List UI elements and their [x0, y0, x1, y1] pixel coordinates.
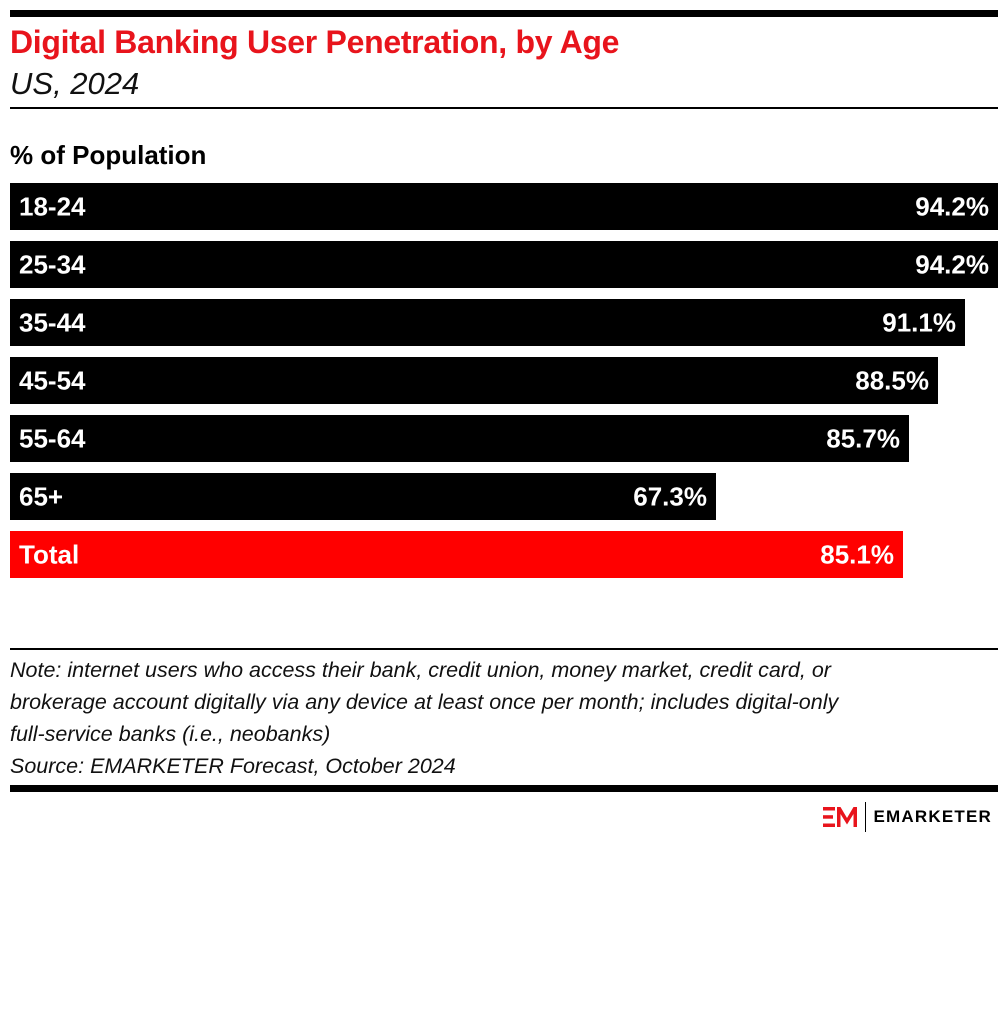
category-label: 35-44 [19, 308, 86, 338]
bottom-rule [10, 785, 998, 792]
note-line: brokerage account digitally via any devi… [10, 690, 839, 714]
value-label: 85.7% [826, 424, 900, 454]
note-line: full-service banks (i.e., neobanks) [10, 722, 331, 746]
bar-total [10, 531, 903, 578]
brand-mark: EMARKETER [822, 802, 992, 832]
brand-name: EMARKETER [873, 807, 992, 826]
value-label: 91.1% [882, 308, 956, 338]
bar-18-24 [10, 183, 998, 230]
bar-25-34 [10, 241, 998, 288]
bar-55-64 [10, 415, 909, 462]
bar-45-54 [10, 357, 938, 404]
brand-divider [864, 802, 866, 832]
category-label: 55-64 [19, 424, 86, 454]
source-line: Source: EMARKETER Forecast, October 2024 [10, 754, 456, 778]
note-line: Note: internet users who access their ba… [10, 658, 831, 682]
value-label: 88.5% [855, 366, 929, 396]
chart-note: Note: internet users who access their ba… [10, 654, 970, 782]
chart-subtitle: US, 2024 [10, 66, 140, 101]
value-label: 94.2% [915, 250, 989, 280]
note-divider [10, 648, 998, 650]
top-rule [10, 10, 998, 17]
value-label: 94.2% [915, 192, 989, 222]
bar-65plus [10, 473, 716, 520]
category-label: 25-34 [19, 250, 86, 280]
unit-label: % of Population [10, 140, 207, 170]
bar-chart: 18-24 94.2% 25-34 94.2% 35-44 91.1% 45-54 88.5%… [10, 183, 998, 578]
chart-title: Digital Banking User Penetration, by Age [10, 24, 620, 60]
bar-35-44 [10, 299, 965, 346]
value-label: 67.3% [633, 482, 707, 512]
category-label: Total [19, 540, 79, 570]
category-label: 18-24 [19, 192, 86, 222]
title-divider [10, 107, 998, 109]
value-label: 85.1% [820, 540, 894, 570]
emarketer-logo-icon [822, 807, 857, 827]
category-label: 45-54 [19, 366, 86, 396]
category-label: 65+ [19, 482, 63, 512]
